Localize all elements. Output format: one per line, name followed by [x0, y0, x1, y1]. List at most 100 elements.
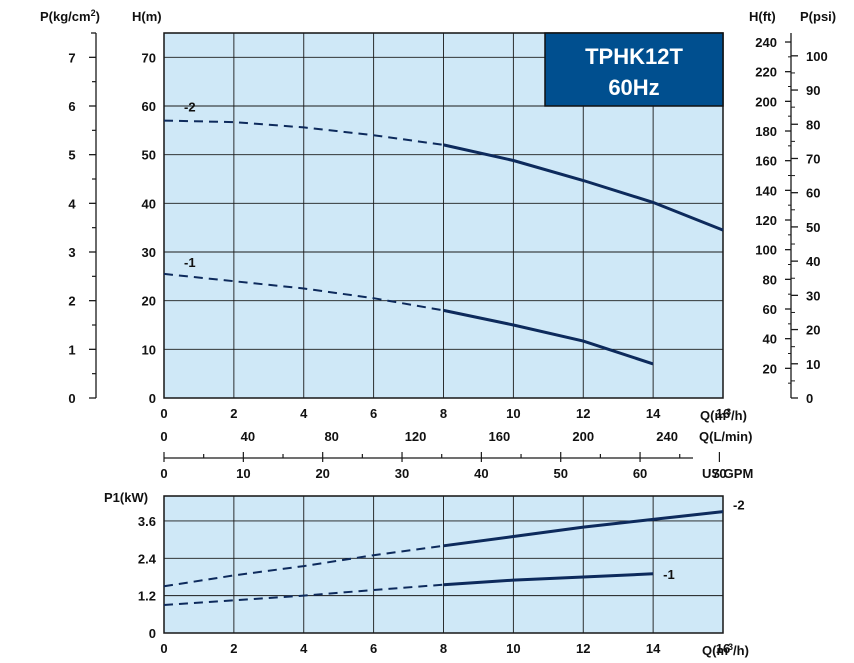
p-kgcm2-axis-title: P(kg/cm2) — [40, 8, 100, 24]
psi-tick-label: 10 — [806, 357, 820, 372]
lmin-tick-label: 160 — [489, 429, 511, 444]
head-m-tick-label: 10 — [142, 342, 156, 357]
kgcm2-tick-label: 4 — [68, 196, 76, 211]
ft-tick-label: 220 — [755, 65, 777, 80]
ft-tick-label: 160 — [755, 154, 777, 169]
ft-tick-label: 100 — [755, 243, 777, 258]
lmin-tick-label: 0 — [160, 429, 167, 444]
head-flow-tick-label: 10 — [506, 406, 520, 421]
power-flow-tick-label: 16 — [716, 641, 730, 656]
power-flow-tick-label: 2 — [230, 641, 237, 656]
power-flow-tick-label: 12 — [576, 641, 590, 656]
h-m-axis-title: H(m) — [132, 9, 162, 24]
head-m-tick-label: 70 — [142, 50, 156, 65]
kgcm2-tick-label: 6 — [68, 99, 75, 114]
psi-tick-label: 80 — [806, 117, 820, 132]
power-flow-tick-label: 14 — [646, 641, 661, 656]
p1-kw-axis-title: P1(kW) — [104, 490, 148, 505]
title-box — [544, 32, 724, 107]
head-curve-stage2-solid — [443, 143, 724, 232]
power-curve-label-stage1: -1 — [663, 567, 675, 582]
head-curve-stage1-solid — [443, 308, 654, 366]
psi-tick-label: 20 — [806, 323, 820, 338]
gpm-tick-label: 60 — [633, 466, 647, 481]
h-ft-axis-title: H(ft) — [749, 9, 776, 24]
gpm-axis-title: US GPM — [702, 466, 753, 481]
head-flow-tick-label: 12 — [576, 406, 590, 421]
ft-tick-label: 140 — [755, 183, 777, 198]
power-kw-tick-label: 3.6 — [138, 514, 156, 529]
lmin-tick-label: 200 — [572, 429, 594, 444]
head-curves: -2 -1 — [163, 100, 724, 366]
power-flow-tick-label: 6 — [370, 641, 377, 656]
gpm-tick-label: 70 — [712, 466, 726, 481]
head-flow-tick-label: 16 — [716, 406, 730, 421]
psi-tick-label: 70 — [806, 151, 820, 166]
pressure-psi-axis: 0 10 20 30 40 50 60 70 80 90 100 — [791, 49, 828, 406]
head-flow-tick-label: 2 — [230, 406, 237, 421]
head-flow-tick-label: 6 — [370, 406, 377, 421]
lmin-tick-label: 40 — [241, 429, 255, 444]
gpm-tick-label: 50 — [553, 466, 567, 481]
kgcm2-tick-label: 0 — [68, 391, 75, 406]
q-m3h-axis-title-bottom: Q(m3/h) — [702, 642, 749, 658]
head-m-tick-label: 50 — [142, 148, 156, 163]
head-flow-tick-label: 14 — [646, 406, 661, 421]
power-flow-tick-label: 0 — [160, 641, 167, 656]
q-m3h-axis-title-top: Q(m3/h) — [700, 407, 747, 423]
kgcm2-tick-label: 2 — [68, 294, 75, 309]
head-flow-m3h-axis: 0 2 4 6 8 10 12 14 16 — [160, 406, 730, 421]
ft-tick-label: 20 — [763, 361, 777, 376]
curve-label-stage1: -1 — [184, 255, 196, 270]
head-m-axis: 0 10 20 30 40 50 60 70 — [142, 50, 156, 406]
kgcm2-tick-label: 3 — [68, 245, 75, 260]
head-m-tick-label: 0 — [149, 391, 156, 406]
power-curve-stage1-dashed — [163, 583, 444, 606]
power-curve-stage2-dashed — [163, 544, 444, 588]
title-model: TPHK12T — [585, 44, 683, 69]
ft-tick-label: 120 — [755, 213, 777, 228]
head-m-tick-label: 30 — [142, 245, 156, 260]
power-kw-tick-label: 1.2 — [138, 589, 156, 604]
power-curve-stage1-solid — [443, 572, 654, 587]
power-curve-label-stage2: -2 — [733, 498, 745, 513]
gpm-tick-label: 10 — [236, 466, 250, 481]
psi-tick-label: 30 — [806, 288, 820, 303]
ft-tick-label: 60 — [763, 302, 777, 317]
psi-tick-label: 0 — [806, 391, 813, 406]
power-curve-stage2-solid — [443, 510, 724, 548]
psi-tick-label: 100 — [806, 49, 828, 64]
lmin-tick-label: 120 — [405, 429, 427, 444]
head-flow-tick-label: 4 — [300, 406, 308, 421]
psi-tick-label: 50 — [806, 220, 820, 235]
ft-tick-label: 80 — [763, 272, 777, 287]
head-flow-tick-label: 8 — [440, 406, 447, 421]
head-curve-stage1-dashed — [163, 272, 444, 312]
gpm-tick-label: 30 — [395, 466, 409, 481]
head-ft-axis: 20 40 60 80 100 120 140 160 180 200 220 240 — [755, 33, 792, 398]
title-frequency: 60Hz — [608, 75, 659, 100]
head-flow-tick-label: 0 — [160, 406, 167, 421]
power-kw-tick-label: 2.4 — [138, 551, 157, 566]
gpm-tick-label: 40 — [474, 466, 488, 481]
psi-tick-label: 40 — [806, 254, 820, 269]
q-lmin-axis-title: Q(L/min) — [699, 429, 752, 444]
kgcm2-tick-label: 5 — [68, 148, 75, 163]
gpm-tick-label: 0 — [160, 466, 167, 481]
lmin-tick-label: 80 — [324, 429, 338, 444]
head-m-tick-label: 40 — [142, 196, 156, 211]
flow-lmin-axis: 0 40 80 120 160 200 240 — [160, 429, 678, 444]
flow-gpm-axis: 0 10 20 30 40 50 60 70 — [160, 452, 727, 481]
p-psi-axis-title: P(psi) — [800, 9, 836, 24]
pressure-kgcm2-axis: 0 1 2 3 4 5 6 7 — [68, 32, 97, 406]
ft-tick-label: 180 — [755, 124, 777, 139]
power-flow-tick-label: 4 — [300, 641, 308, 656]
psi-tick-label: 90 — [806, 83, 820, 98]
ft-tick-label: 200 — [755, 94, 777, 109]
kgcm2-tick-label: 7 — [68, 50, 75, 65]
head-m-tick-label: 60 — [142, 99, 156, 114]
power-curves: -2 -1 — [163, 498, 745, 606]
gpm-tick-label: 20 — [315, 466, 329, 481]
ft-tick-label: 240 — [755, 35, 777, 50]
